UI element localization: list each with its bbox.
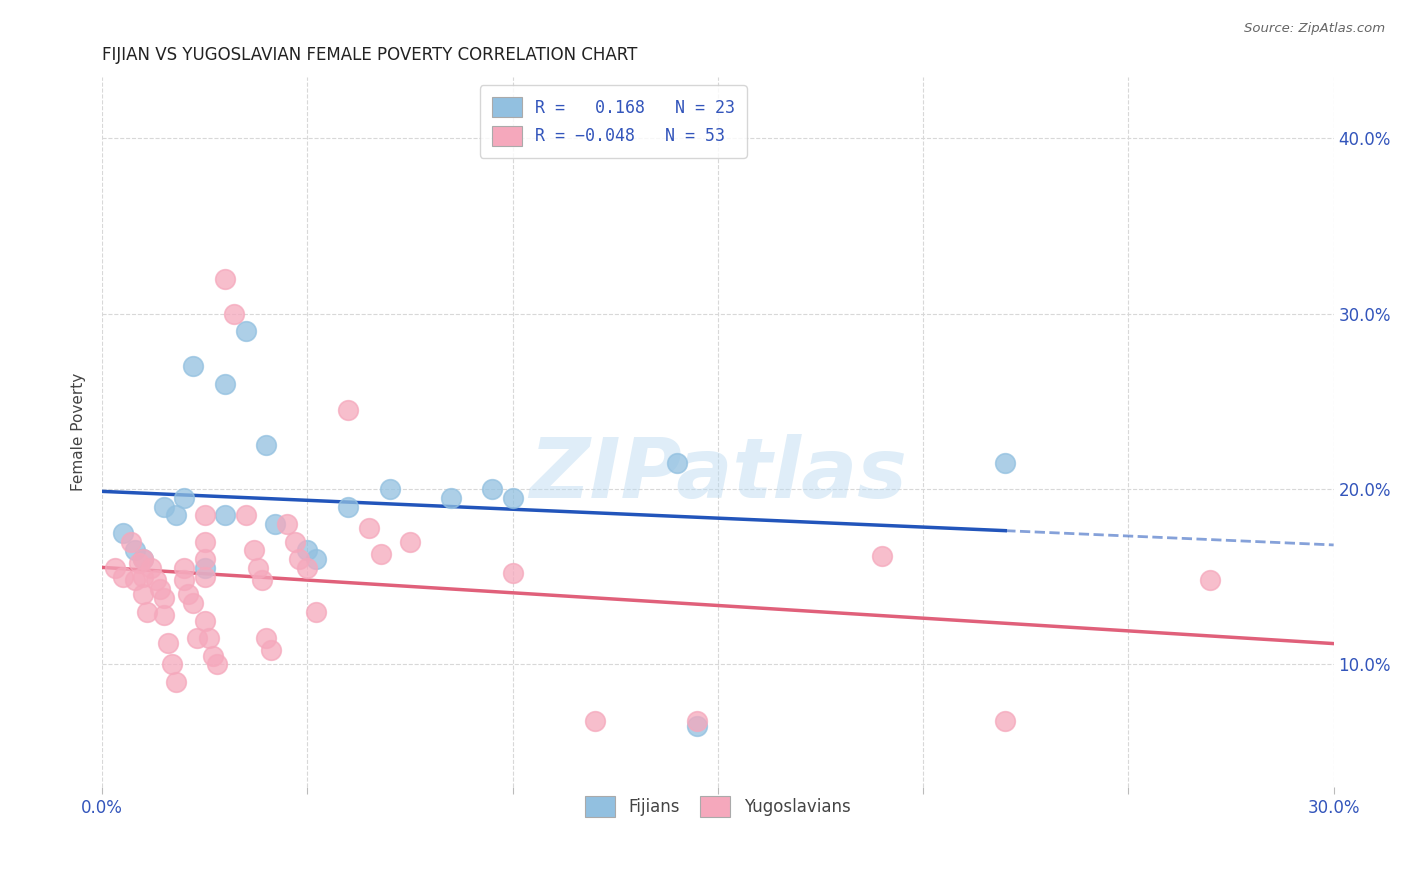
Point	[259, 643, 281, 657]
Point	[1199, 573, 1222, 587]
Point	[337, 403, 360, 417]
Point	[132, 587, 155, 601]
Point	[263, 517, 285, 532]
Text: ZIPatlas: ZIPatlas	[529, 434, 907, 516]
Point	[186, 631, 208, 645]
Point	[132, 570, 155, 584]
Point	[124, 543, 146, 558]
Point	[177, 587, 200, 601]
Point	[297, 561, 319, 575]
Point	[357, 520, 380, 534]
Y-axis label: Female Poverty: Female Poverty	[72, 373, 86, 491]
Point	[152, 591, 174, 605]
Point	[870, 549, 893, 563]
Point	[247, 561, 270, 575]
Point	[198, 631, 221, 645]
Point	[165, 675, 187, 690]
Point	[111, 570, 134, 584]
Legend: Fijians, Yugoslavians: Fijians, Yugoslavians	[576, 788, 859, 825]
Point	[686, 719, 709, 733]
Point	[194, 614, 217, 628]
Point	[994, 714, 1017, 728]
Point	[152, 608, 174, 623]
Point	[194, 508, 217, 523]
Point	[378, 482, 401, 496]
Point	[222, 307, 245, 321]
Point	[214, 271, 236, 285]
Point	[120, 534, 142, 549]
Point	[160, 657, 183, 672]
Point	[214, 508, 236, 523]
Point	[124, 573, 146, 587]
Point	[370, 547, 392, 561]
Point	[173, 573, 195, 587]
Point	[994, 456, 1017, 470]
Point	[128, 556, 150, 570]
Point	[337, 500, 360, 514]
Point	[145, 573, 167, 587]
Point	[132, 552, 155, 566]
Point	[156, 636, 179, 650]
Point	[132, 552, 155, 566]
Point	[686, 714, 709, 728]
Text: Source: ZipAtlas.com: Source: ZipAtlas.com	[1244, 22, 1385, 36]
Point	[502, 566, 524, 581]
Point	[173, 561, 195, 575]
Point	[136, 605, 159, 619]
Point	[141, 561, 163, 575]
Point	[440, 491, 463, 505]
Point	[149, 582, 172, 596]
Point	[111, 525, 134, 540]
Point	[181, 596, 204, 610]
Point	[276, 517, 298, 532]
Point	[202, 648, 225, 663]
Text: FIJIAN VS YUGOSLAVIAN FEMALE POVERTY CORRELATION CHART: FIJIAN VS YUGOSLAVIAN FEMALE POVERTY COR…	[103, 46, 637, 64]
Point	[194, 570, 217, 584]
Point	[165, 508, 187, 523]
Point	[254, 631, 277, 645]
Point	[305, 605, 328, 619]
Point	[103, 561, 125, 575]
Point	[284, 534, 307, 549]
Point	[305, 552, 328, 566]
Point	[252, 573, 274, 587]
Point	[254, 438, 277, 452]
Point	[235, 324, 257, 338]
Point	[297, 543, 319, 558]
Point	[214, 376, 236, 391]
Point	[502, 491, 524, 505]
Point	[481, 482, 503, 496]
Point	[194, 534, 217, 549]
Point	[243, 543, 266, 558]
Point	[235, 508, 257, 523]
Point	[173, 491, 195, 505]
Point	[194, 552, 217, 566]
Point	[194, 561, 217, 575]
Point	[181, 359, 204, 374]
Point	[665, 456, 688, 470]
Point	[205, 657, 228, 672]
Point	[399, 534, 422, 549]
Point	[152, 500, 174, 514]
Point	[288, 552, 311, 566]
Point	[583, 714, 606, 728]
